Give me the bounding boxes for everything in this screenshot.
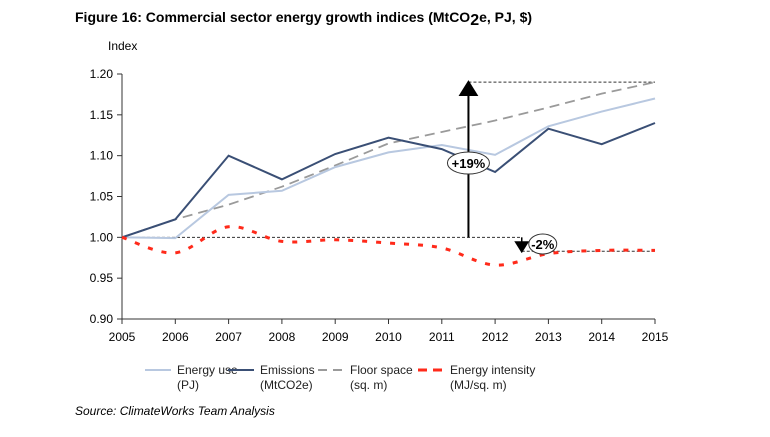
- annotation-bubble: [446, 151, 490, 175]
- legend-energy-use-unit: (PJ): [177, 378, 199, 392]
- x-tick-label: 2007: [215, 330, 242, 344]
- x-tick-label: 2006: [162, 330, 189, 344]
- x-tick-label: 2009: [322, 330, 349, 344]
- x-tick-label: 2005: [109, 330, 136, 344]
- series-energy-use-line: [121, 97, 656, 240]
- x-tick-label: 2014: [588, 330, 615, 344]
- series-floor-space-line: [121, 81, 656, 239]
- legend-floor-space-label: Floor space: [350, 363, 413, 377]
- annotation-19-label: +19%: [452, 156, 486, 171]
- legend-emissions-unit: (MtCO2e): [260, 378, 313, 392]
- y-tick-label: 0.90: [90, 312, 114, 326]
- x-tick-label: 2015: [642, 330, 669, 344]
- source-note: Source: ClimateWorks Team Analysis: [75, 404, 275, 418]
- x-tick-label: 2008: [269, 330, 296, 344]
- y-tick-label: 1.00: [90, 230, 114, 244]
- annotation-bubble: [528, 233, 558, 255]
- legend-floor-space-unit: (sq. m): [350, 378, 387, 392]
- legend-energy-intensity-unit: (MJ/sq. m): [450, 378, 507, 392]
- chart-title: Figure 16: Commercial sector energy grow…: [75, 9, 533, 29]
- y-tick-label: 1.15: [90, 108, 114, 122]
- y-tick-label: 0.95: [90, 271, 114, 285]
- legend-energy-use-label: Energy use: [177, 363, 238, 377]
- y-tick-label: 1.05: [90, 190, 114, 204]
- x-tick-label: 2012: [482, 330, 509, 344]
- x-tick-label: 2011: [429, 330, 455, 344]
- y-tick-label: 1.10: [90, 149, 114, 163]
- annotation-2-label: -2%: [531, 237, 555, 252]
- legend-emissions-label: Emissions: [260, 363, 315, 377]
- y-tick-label: 1.20: [90, 67, 114, 81]
- series-emissions-line: [121, 122, 656, 239]
- y-axis-label: Index: [108, 39, 137, 53]
- legend-energy-intensity-label: Energy intensity: [450, 363, 535, 377]
- series-energy-intensity-line: [121, 225, 656, 267]
- x-tick-label: 2010: [375, 330, 402, 344]
- x-tick-label: 2013: [535, 330, 562, 344]
